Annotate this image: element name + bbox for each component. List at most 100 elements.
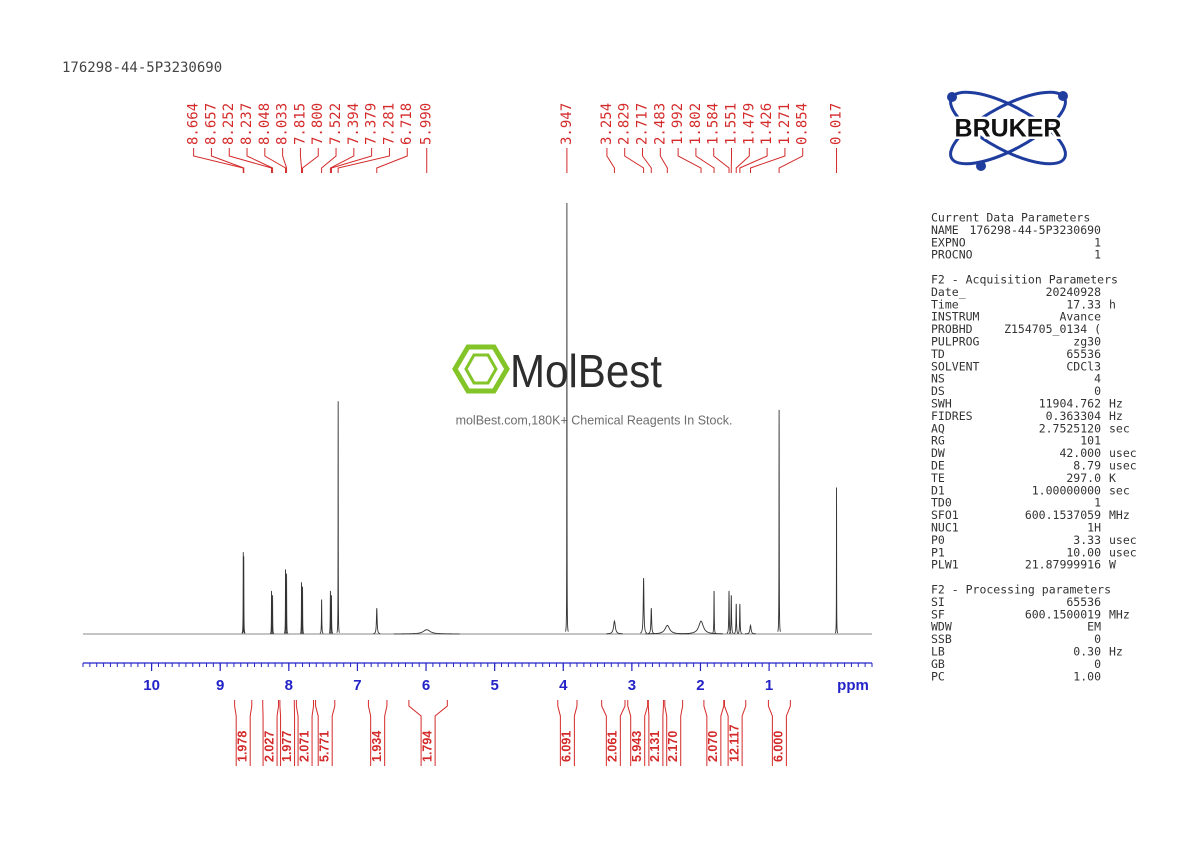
peak	[336, 401, 340, 633]
watermark: MolBest molBest.com,180K+ Chemical Reage…	[452, 344, 732, 427]
peak-label: 1.992	[670, 103, 686, 145]
integral-bracket	[249, 700, 253, 766]
parameter-value: 65536	[1066, 595, 1101, 609]
parameter-value: 101	[1080, 434, 1101, 448]
integral-label: 2.061	[606, 731, 620, 762]
integral-bracket	[720, 700, 725, 766]
parameter-name: SSB	[931, 632, 952, 646]
parameter-value: 1H	[1087, 521, 1101, 535]
integral-bracket	[331, 700, 336, 766]
peak-label-connector	[210, 148, 245, 173]
parameter-value: 600.1537059	[1025, 508, 1101, 522]
x-tick-label: 3	[628, 677, 636, 694]
peak	[300, 586, 305, 634]
x-tick-label: 1	[765, 677, 773, 694]
parameter-value: CDCl3	[1066, 359, 1101, 373]
peak-label: 1.584	[706, 103, 722, 145]
parameter-value: 2.7525120	[1039, 421, 1101, 435]
parameter-name: NS	[931, 372, 945, 386]
peak	[329, 595, 334, 634]
parameter-value: 20240928	[1046, 285, 1101, 299]
peak-label: 0.017	[829, 103, 845, 145]
peak	[319, 599, 324, 634]
integral-label: 2.027	[262, 731, 276, 762]
parameter-name: NAME	[931, 223, 959, 237]
parameter-section-title: F2 - Processing parameters	[931, 583, 1111, 597]
peak-label: 2.483	[652, 103, 668, 145]
parameter-value: 65536	[1066, 347, 1101, 361]
integral-label: 2.070	[706, 731, 720, 762]
logo-dot	[947, 92, 957, 102]
parameter-value: 4	[1094, 372, 1101, 386]
peak	[679, 620, 723, 635]
x-tick-label: 8	[285, 677, 293, 694]
parameter-name: AQ	[931, 421, 945, 435]
watermark-icon	[464, 353, 498, 385]
peak-label-connector	[749, 148, 786, 173]
peak-label-connector	[330, 148, 373, 173]
x-tick-label: 2	[696, 677, 704, 694]
peak	[606, 619, 623, 635]
x-tick-label: 6	[422, 677, 430, 694]
peak	[728, 595, 734, 634]
parameter-section-title: Current Data Parameters	[931, 211, 1090, 225]
peak	[565, 202, 569, 632]
parameter-name: PC	[931, 669, 945, 683]
peak-label-connector	[677, 148, 702, 173]
integral-bracket	[384, 700, 388, 766]
peak-label-connector	[337, 148, 390, 173]
peak-label: 8.237	[239, 103, 255, 145]
integral-label: 2.170	[666, 731, 680, 762]
parameter-unit: usec	[1109, 459, 1137, 473]
peak-label: 3.947	[559, 103, 575, 145]
parameter-name: Date_	[931, 285, 966, 299]
parameter-name: PROCNO	[931, 248, 973, 262]
watermark-icon	[452, 344, 510, 394]
parameter-value: 3.33	[1073, 533, 1101, 547]
chart-title: 176298-44-5P3230690	[62, 60, 222, 76]
parameter-name: RG	[931, 434, 945, 448]
peak-label: 6.718	[399, 103, 415, 145]
integral-label: 6.000	[772, 731, 786, 762]
parameter-name: PLW1	[931, 558, 959, 572]
peak-label-connector	[228, 148, 273, 173]
x-axis-label: ppm	[837, 677, 869, 694]
integral-label: 1.934	[370, 731, 384, 762]
parameter-value: 600.1500019	[1025, 607, 1101, 621]
parameter-value: 1	[1094, 235, 1101, 249]
peak-label: 1.271	[777, 103, 793, 145]
peak-label-connector	[695, 148, 715, 173]
parameter-name: GB	[931, 657, 945, 671]
peak-label-connector	[739, 148, 768, 173]
peak	[640, 577, 648, 634]
peak-label: 8.657	[203, 103, 219, 145]
peak-label: 7.815	[292, 103, 308, 145]
parameter-name: DE	[931, 459, 945, 473]
integral-label: 2.131	[648, 731, 662, 762]
peak	[283, 569, 288, 634]
logo-dot	[976, 161, 986, 171]
peak	[737, 603, 743, 634]
peak-label-connector	[713, 148, 730, 173]
integral-label: 6.091	[560, 731, 574, 762]
parameter-value: 1.00000000	[1032, 483, 1101, 497]
parameter-name: FIDRES	[931, 409, 973, 423]
parameter-value: Avance	[1059, 310, 1101, 324]
parameter-unit: sec	[1109, 421, 1130, 435]
peak-label: 8.048	[257, 103, 273, 145]
peak	[270, 595, 275, 635]
parameter-value: 176298-44-5P3230690	[969, 223, 1101, 237]
parameter-unit: usec	[1109, 533, 1137, 547]
peak	[242, 556, 246, 634]
integral-bracket	[311, 700, 315, 766]
parameter-unit: MHz	[1109, 508, 1130, 522]
watermark-brand: MolBest	[510, 345, 662, 397]
parameter-value: 1.00	[1073, 669, 1101, 683]
integral-label: 2.071	[297, 731, 311, 762]
logo-dot	[1058, 91, 1068, 101]
peak-label-connector	[264, 148, 287, 173]
peak-label-connector	[321, 148, 337, 173]
peak-label: 1.426	[759, 103, 775, 145]
parameter-name: NUC1	[931, 521, 959, 535]
